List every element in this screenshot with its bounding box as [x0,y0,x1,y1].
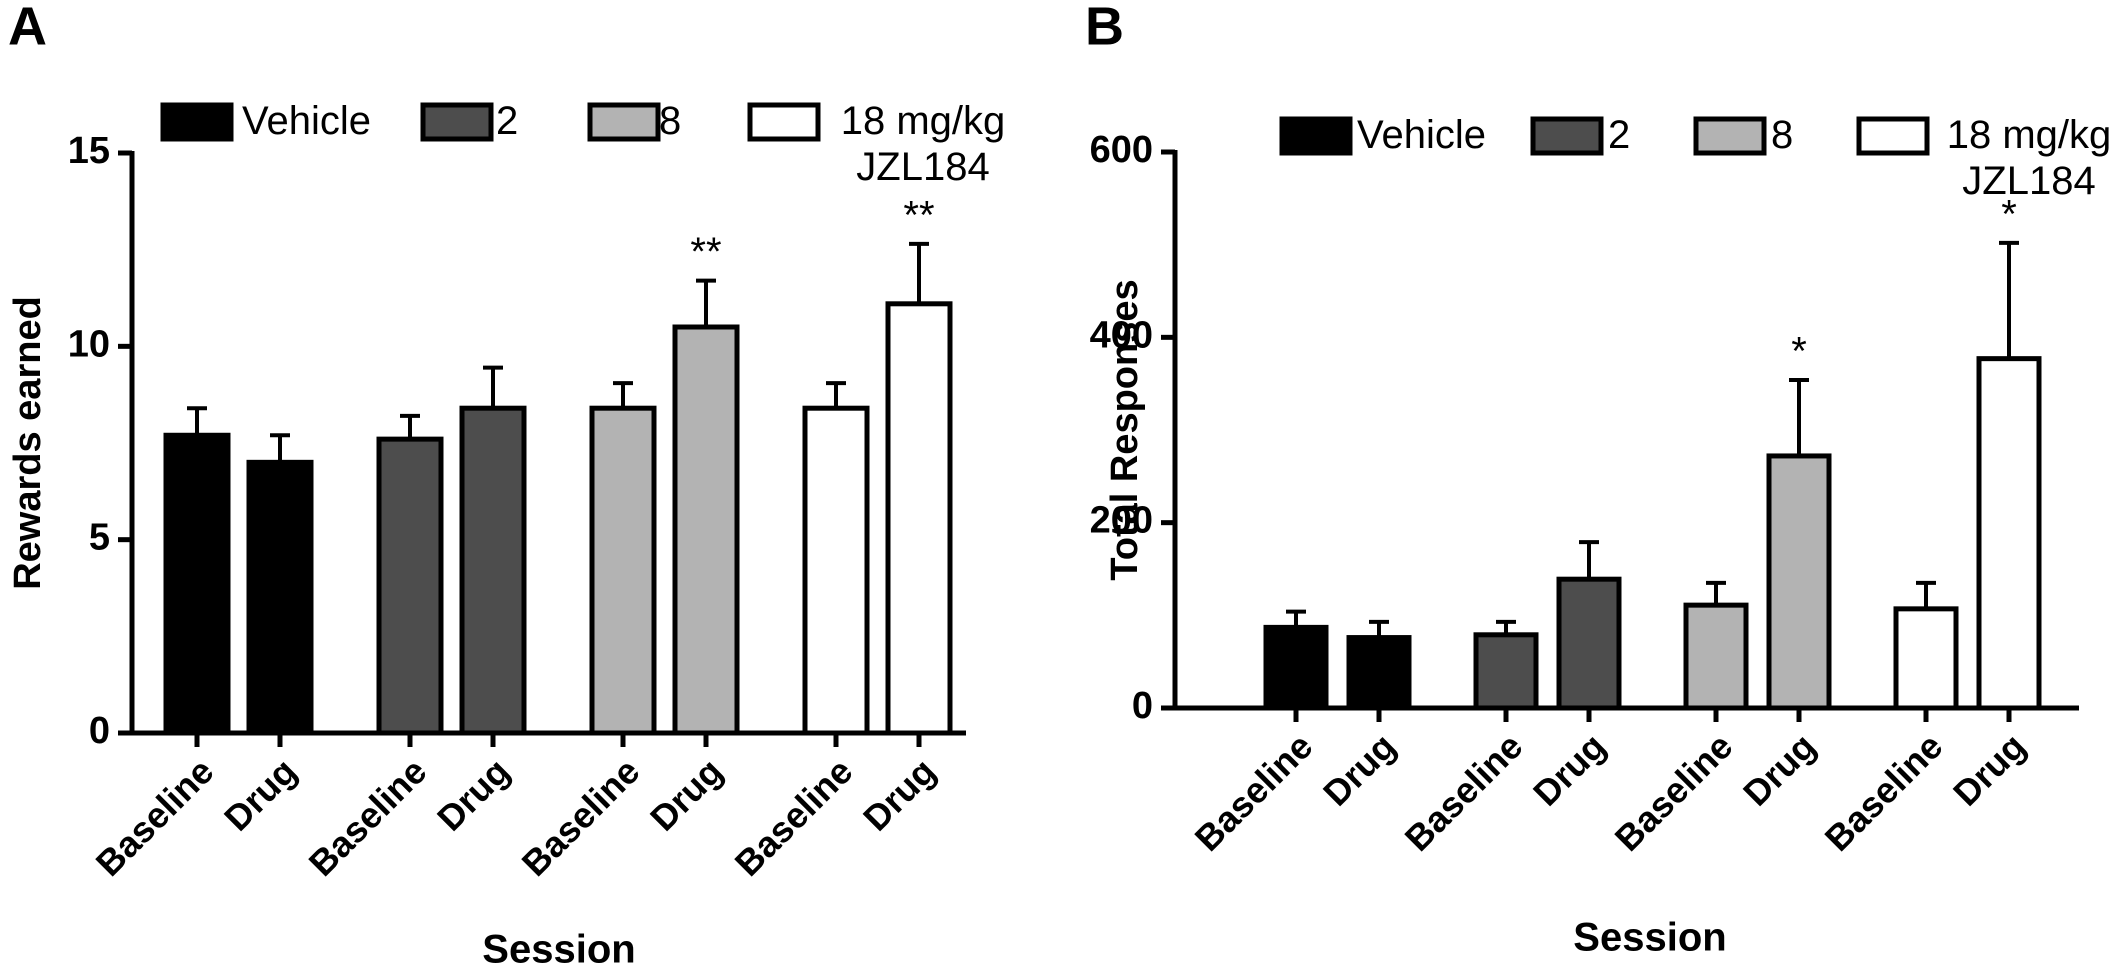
bar [672,324,740,736]
bar [802,405,870,736]
legend-swatch [420,102,494,142]
x-tick-label: Drug [1735,725,1823,813]
x-tick-label: Drug [855,750,943,838]
y-tick-label: 0 [89,710,110,752]
x-tick-label: Baseline [301,750,435,884]
legend-swatch [1856,116,1930,156]
x-axis-label: Session [482,928,635,972]
bar [1893,606,1959,711]
y-tick-label: 600 [1090,129,1153,171]
legend-label: Vehicle [242,99,371,143]
y-tick-label: 200 [1090,500,1153,542]
significance: ** [690,230,721,274]
bar [1766,453,1832,711]
bar [1263,624,1329,711]
bar [1683,602,1749,711]
x-tick-label: Baseline [88,750,222,884]
x-tick-label: Baseline [1817,725,1951,859]
x-tick-label: Drug [429,750,517,838]
x-tick-label: Drug [1945,725,2033,813]
x-tick-label: Drug [216,750,304,838]
legend-label: 18 mg/kg JZL184 [840,99,1006,189]
bar [885,301,953,736]
bar [1556,576,1622,711]
bar [163,432,231,736]
legend-swatch [160,102,234,142]
legend-swatch [587,102,661,142]
legend-label: 2 [1608,113,1631,157]
legend-label: Vehicle [1357,113,1486,157]
legend-swatch [1279,116,1353,156]
panel-label: B [1085,0,1124,56]
bar [459,405,527,736]
legend-swatch [1693,116,1767,156]
x-tick-label: Baseline [1187,725,1321,859]
x-tick-label: Baseline [1397,725,1531,859]
bar [376,436,444,736]
legend-label: 8 [659,99,682,143]
x-tick-label: Drug [1525,725,1613,813]
x-tick-label: Baseline [727,750,861,884]
legend-label: 8 [1771,113,1794,157]
x-tick-label: Drug [1315,725,1403,813]
y-tick-label: 15 [68,130,110,172]
legend-swatch [1530,116,1604,156]
significance: ** [903,193,934,237]
panel-label: A [8,0,47,56]
x-axis-label: Session [1573,916,1726,960]
x-tick-label: Baseline [514,750,648,884]
bar [1976,356,2042,711]
significance: * [1791,330,1807,374]
x-tick-label: Baseline [1607,725,1741,859]
x-tick-label: Drug [642,750,730,838]
y-tick-label: 400 [1090,314,1153,356]
bar [246,459,314,736]
bar [1473,632,1539,711]
bar [1346,635,1412,711]
bar [589,405,657,736]
legend-label: 18 mg/kg JZL184 [1946,113,2112,203]
significance: * [2001,192,2017,236]
y-tick-label: 0 [1132,685,1153,727]
y-tick-label: 10 [68,323,110,365]
y-axis-label: Total Responses [1104,279,1146,580]
legend-swatch [747,102,821,142]
y-axis-label: Rewards earned [7,296,49,590]
legend-label: 2 [496,99,519,143]
y-tick-label: 5 [89,517,110,559]
